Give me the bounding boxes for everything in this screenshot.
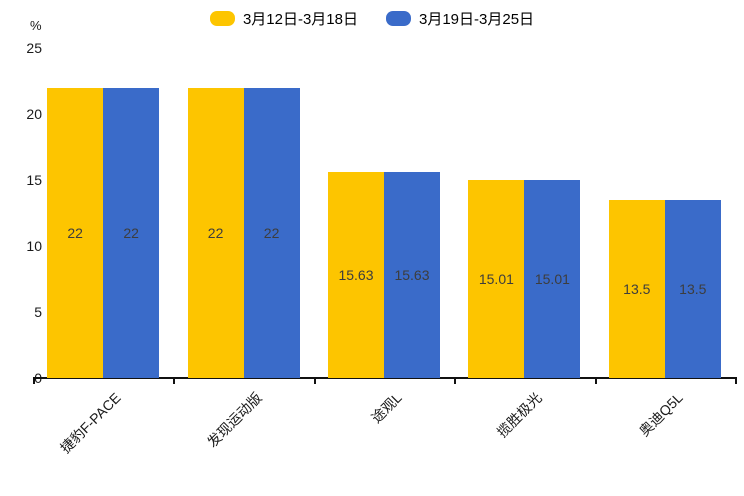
x-axis-category-label: 捷豹F-PACE: [57, 389, 124, 457]
bar-week2-4: 15.01: [524, 179, 581, 378]
bar-week1-4: 15.01: [468, 179, 525, 378]
bar-value-label: 22: [207, 224, 224, 241]
legend-swatch-blue-icon: [386, 11, 411, 26]
y-axis-tick-label: 20: [26, 106, 42, 122]
x-axis-tick-mark: [594, 377, 597, 384]
legend-label-week1: 3月12日-3月18日: [242, 11, 358, 28]
x-axis-tick-mark: [454, 377, 457, 384]
bar-week1-2: 22: [187, 87, 244, 378]
bar-value-label: 22: [67, 224, 83, 241]
x-axis-category-label: 奥迪Q5L: [635, 389, 686, 440]
bar-week2-5: 13.5: [664, 199, 721, 378]
bar-value-label: 13.5: [623, 280, 651, 297]
legend: 3月12日-3月18日 3月19日-3月25日: [0, 8, 744, 29]
bar-value-label: 15.63: [338, 266, 374, 283]
bar-week2-1: 22: [103, 87, 160, 378]
x-axis-tick-mark: [173, 377, 176, 384]
x-axis-line: [33, 377, 737, 379]
bar-week1-3: 15.63: [328, 171, 384, 378]
bar-value-label: 15.01: [478, 270, 514, 287]
y-axis-tick-label: 5: [34, 304, 42, 320]
x-axis-category-label: 发现运动版: [203, 389, 265, 451]
bar-value-label: 13.5: [679, 280, 707, 297]
y-axis-tick-label: 25: [26, 40, 42, 56]
legend-swatch-yellow-icon: [209, 11, 235, 26]
bar-week1-5: 13.5: [608, 199, 665, 378]
y-axis-tick-label: 15: [26, 172, 42, 188]
bar-value-label: 15.63: [394, 266, 430, 283]
legend-item-week1[interactable]: 3月12日-3月18日: [209, 8, 358, 29]
bar-value-label: 22: [263, 224, 280, 241]
y-axis-unit-label: %: [30, 18, 42, 33]
legend-item-week2[interactable]: 3月19日-3月25日: [386, 8, 534, 29]
bar-week2-3: 15.63: [384, 171, 440, 378]
bar-week2-2: 22: [243, 87, 300, 378]
x-axis-category-label: 揽胜极光: [494, 389, 546, 441]
y-axis-tick-label: 10: [26, 238, 42, 254]
x-axis-tick-mark: [33, 377, 35, 384]
legend-label-week2: 3月19日-3月25日: [419, 11, 535, 28]
bar-value-label: 15.01: [534, 270, 570, 287]
bar-week1-1: 22: [47, 87, 104, 378]
x-axis-tick-mark: [735, 377, 737, 384]
x-axis-category-label: 途观L: [368, 389, 405, 427]
x-axis-tick-mark: [313, 377, 316, 384]
bar-value-label: 22: [123, 224, 139, 241]
